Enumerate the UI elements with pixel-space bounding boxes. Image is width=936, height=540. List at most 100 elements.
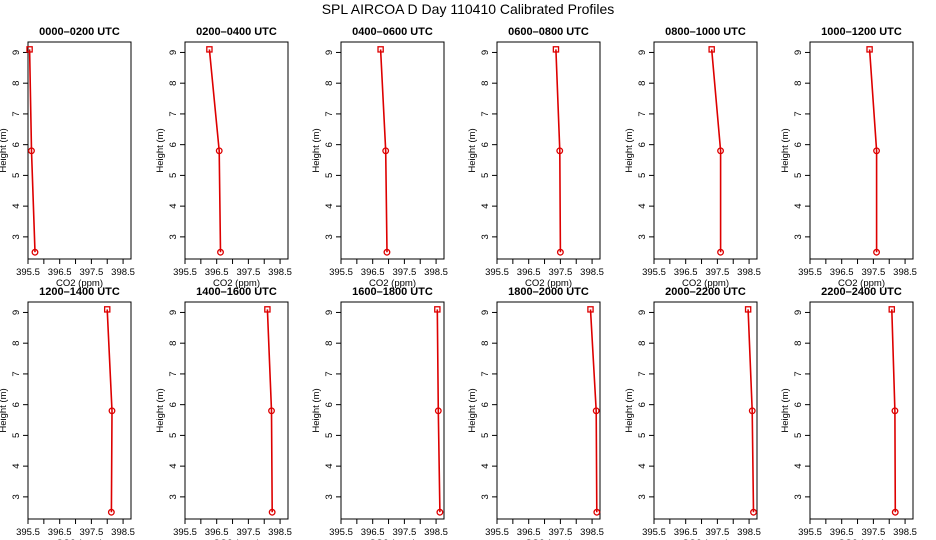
profile-line [436,309,441,513]
y-axis-label: Height (m) [624,128,635,172]
y-tick-label: 8 [793,81,804,86]
y-tick-label: 9 [11,50,22,55]
y-tick-label: 3 [637,234,648,239]
x-tick-label: 397.5 [861,267,885,278]
data-point [592,407,600,415]
x-tick-label: 397.5 [548,267,572,278]
profile-line [28,49,36,253]
y-tick-label: 7 [793,111,804,116]
y-axis-label: Height (m) [155,388,166,432]
data-point [873,147,881,155]
data-point [873,248,881,256]
panel-title: 1400–1600 UTC [196,286,277,298]
y-tick-label: 7 [168,111,179,116]
data-point [26,46,33,53]
panel-title: 0400–0600 UTC [352,26,433,38]
y-tick-label: 4 [11,203,22,208]
y-tick-label: 5 [637,433,648,438]
x-axis-label: CO2 (ppm) [525,278,572,289]
profile-line [555,49,562,253]
x-tick-label: 395.5 [173,267,197,278]
data-point [717,248,725,256]
data-point [891,407,899,415]
data-point [31,248,39,256]
x-tick-label: 395.5 [16,267,40,278]
x-axis-label: CO2 (ppm) [682,278,729,289]
data-point [264,306,271,313]
plot-frame [27,301,132,520]
x-tick-label: 398.5 [737,267,761,278]
y-tick-label: 8 [793,341,804,346]
chart-panel-2: 0200–0400 UTC 3 4 5 6 7 8 9 395.5 396.5 397.5 398.5… [155,26,292,289]
y-tick-label: 5 [11,433,22,438]
data-point [708,46,715,53]
plot-frame [809,41,914,260]
profile-line [106,309,113,513]
y-tick-label: 9 [480,310,491,315]
data-point [268,407,275,415]
x-tick-label: 398.5 [424,527,448,538]
chart-panel-7: 1200–1400 UTC 3 4 5 6 7 8 9 395.5 396.5 397.5 398.5… [0,286,135,540]
y-tick-label: 4 [793,203,804,208]
x-tick-label: 398.5 [268,527,292,538]
x-tick-label: 395.5 [329,527,353,538]
panel-grid: 0000–0200 UTC 3 4 5 6 7 8 9 395.5 396.5 397.5 398.5… [0,26,917,540]
data-point [107,508,115,516]
x-tick-label: 397.5 [705,267,729,278]
y-axis-label: Height (m) [624,388,635,432]
x-tick-label: 397.5 [705,527,729,538]
y-tick-label: 5 [168,433,179,438]
x-tick-label: 397.5 [236,267,260,278]
data-point [750,508,757,516]
y-tick-label: 6 [168,402,179,407]
data-point [748,407,756,415]
y-tick-label: 3 [324,234,335,239]
y-tick-label: 8 [480,81,491,86]
y-tick-label: 3 [480,234,491,239]
y-tick-label: 6 [168,142,179,147]
chart-panel-5: 0800–1000 UTC 3 4 5 6 7 8 9 395.5 396.5 397.5 398.5… [624,26,761,289]
chart-panel-12: 2200–2400 UTC 3 4 5 6 7 8 9 395.5 396.5 397.5 398.5… [780,286,917,540]
x-axis-label: CO2 (ppm) [838,538,885,540]
y-tick-label: 6 [793,402,804,407]
y-tick-label: 7 [168,371,179,376]
y-tick-label: 4 [793,463,804,468]
y-tick-label: 7 [480,111,491,116]
y-tick-label: 9 [324,310,335,315]
y-tick-label: 3 [11,494,22,499]
y-tick-label: 3 [168,234,179,239]
y-tick-label: 7 [324,371,335,376]
data-point [108,407,116,415]
x-axis-label: CO2 (ppm) [369,278,416,289]
data-point [28,147,35,155]
y-tick-label: 3 [637,494,648,499]
plot-frame [340,301,445,520]
x-tick-label: 397.5 [79,267,103,278]
y-tick-label: 9 [11,310,22,315]
chart-panel-4: 0600–0800 UTC 3 4 5 6 7 8 9 395.5 396.5 397.5 398.5… [467,26,604,289]
data-point [268,508,276,516]
x-tick-label: 396.5 [674,527,698,538]
y-tick-label: 6 [637,142,648,147]
data-point [866,46,873,53]
x-tick-label: 395.5 [642,527,666,538]
data-point [744,306,752,313]
x-tick-label: 395.5 [16,527,40,538]
x-tick-label: 398.5 [580,267,604,278]
x-tick-label: 396.5 [517,527,541,538]
y-tick-label: 8 [324,81,335,86]
x-tick-label: 397.5 [79,527,103,538]
x-tick-label: 396.5 [205,267,229,278]
data-point [587,306,594,313]
x-axis-label: CO2 (ppm) [56,538,103,540]
y-tick-label: 4 [637,203,648,208]
y-tick-label: 6 [480,142,491,147]
x-tick-label: 397.5 [861,527,885,538]
x-tick-label: 396.5 [361,267,385,278]
y-tick-label: 7 [793,371,804,376]
y-tick-label: 7 [324,111,335,116]
y-tick-label: 5 [637,173,648,178]
x-tick-label: 396.5 [361,527,385,538]
y-tick-label: 8 [637,81,648,86]
